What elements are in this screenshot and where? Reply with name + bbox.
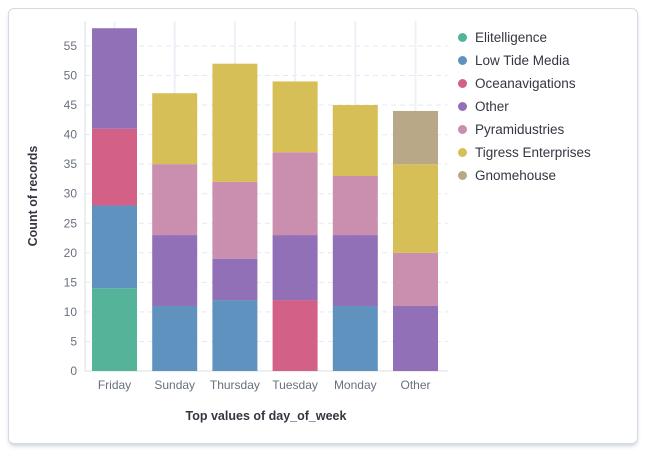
legend-color-dot [458,102,467,111]
bar-segment-pyramidustries[interactable] [212,181,258,259]
legend-item-label: Pyramidustries [475,122,565,137]
bar-segment-other[interactable] [272,235,318,301]
y-tick-label: 30 [64,187,78,201]
x-tick-label: Monday [334,378,377,392]
bar-segment-other[interactable] [393,305,438,371]
x-tick-label: Friday [98,378,131,392]
legend-item[interactable]: Oceanavigations [458,76,591,91]
legend-item-label: Low Tide Media [475,53,570,68]
legend-color-dot [458,148,467,157]
bar-segment-pyramidustries[interactable] [332,175,378,236]
legend-item[interactable]: Other [458,99,591,114]
y-tick-label: 20 [64,246,78,260]
legend-item-label: Oceanavigations [475,76,576,91]
y-tick-label: 15 [64,275,78,289]
legend-item-label: Other [475,99,509,114]
legend-item-label: Gnomehouse [475,168,557,183]
bar-segment-gnomehouse[interactable] [393,110,438,165]
bar-segment-pyramidustries[interactable] [272,152,318,236]
x-tick-label: Sunday [154,378,195,392]
x-tick-label: Thursday [210,378,260,392]
bar-segment-oceanavigations[interactable] [92,128,137,206]
x-tick-label: Other [400,378,430,392]
bar-segment-other[interactable] [92,28,137,129]
legend-color-dot [458,56,467,65]
bar-segment-other[interactable] [212,258,258,301]
legend-item[interactable]: Elitelligence [458,30,591,45]
bar-segment-tigress-enterprises[interactable] [272,81,318,153]
legend-item-label: Elitelligence [475,30,548,45]
legend-color-dot [458,171,467,180]
y-tick-label: 50 [64,69,78,83]
x-axis-title: Top values of day_of_week [185,409,347,423]
y-tick-label: 40 [64,128,78,142]
bar-segment-other[interactable] [332,235,378,306]
bar-segment-tigress-enterprises[interactable] [152,93,198,165]
bar-segment-pyramidustries[interactable] [152,164,198,236]
y-tick-label: 0 [70,364,77,378]
y-tick-label: 55 [64,39,78,53]
y-tick-label: 45 [64,98,78,112]
legend-color-dot [458,79,467,88]
bar-segment-low-tide-media[interactable] [332,305,378,371]
x-tick-label: Tuesday [272,378,318,392]
legend-item[interactable]: Gnomehouse [458,168,591,183]
bar-segment-low-tide-media[interactable] [212,300,258,371]
y-tick-label: 35 [64,157,78,171]
legend-item-label: Tigress Enterprises [475,145,591,160]
legend-color-dot [458,33,467,42]
bar-segment-tigress-enterprises[interactable] [393,164,438,253]
legend-color-dot [458,125,467,134]
bar-segment-low-tide-media[interactable] [152,305,198,371]
bar-segment-pyramidustries[interactable] [393,252,438,306]
y-tick-label: 25 [64,216,78,230]
bar-segment-tigress-enterprises[interactable] [332,105,378,176]
y-tick-label: 10 [64,305,78,319]
y-axis-title: Count of records [26,145,40,247]
bar-segment-oceanavigations[interactable] [272,300,318,371]
bar-segment-other[interactable] [152,235,198,306]
legend-item[interactable]: Pyramidustries [458,122,591,137]
legend-item[interactable]: Tigress Enterprises [458,145,591,160]
bar-segment-tigress-enterprises[interactable] [212,63,258,182]
legend-item[interactable]: Low Tide Media [458,53,591,68]
y-tick-label: 5 [70,334,77,348]
bar-segment-elitelligence[interactable] [92,288,137,371]
legend: Elitelligence Low Tide Media Oceanavigatio… [458,30,591,191]
bar-segment-low-tide-media[interactable] [92,205,137,289]
